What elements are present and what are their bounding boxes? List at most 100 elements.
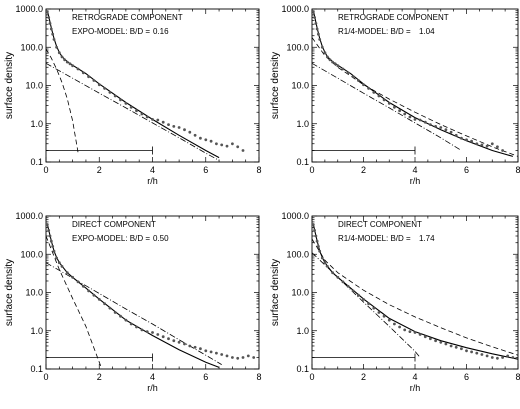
data-point: [480, 353, 484, 356]
bd-value: 1.74: [419, 234, 435, 243]
data-point: [140, 112, 144, 116]
data-point: [357, 79, 360, 82]
data-point: [172, 339, 176, 343]
x-tick-label: 6: [464, 372, 469, 382]
y-tick-label: 1.0: [296, 326, 309, 336]
data-point: [135, 325, 138, 329]
data-point: [320, 256, 324, 260]
plot-content: [46, 223, 256, 369]
data-point: [387, 318, 391, 322]
x-tick-label: 4: [412, 165, 417, 175]
data-point: [418, 333, 422, 336]
data-point: [151, 331, 154, 334]
y-tick-label: 10.0: [291, 288, 309, 298]
data-point: [81, 71, 85, 75]
data-point: [119, 98, 122, 102]
data-point: [124, 318, 128, 322]
data-point: [51, 245, 55, 248]
data-point: [470, 350, 473, 354]
y-tick-label: 1000.0: [15, 211, 43, 221]
data-point: [252, 356, 256, 359]
data-point: [97, 83, 101, 87]
data-point: [331, 60, 334, 64]
data-point: [48, 234, 52, 238]
chart-panel-2: 0 2 4 6 8 0.1 1.0 10.0 100.0 1000.0 r/h surface den…: [270, 4, 520, 186]
x-axis-label: r/h: [147, 383, 158, 393]
data-point: [377, 311, 381, 314]
data-point: [460, 347, 463, 351]
data-point: [156, 333, 160, 336]
data-point: [193, 345, 197, 349]
model-label: R1/4-MODEL: B/D =: [338, 234, 411, 243]
data-point: [336, 275, 340, 279]
data-point: [47, 16, 51, 19]
data-point: [444, 342, 448, 346]
data-point: [403, 328, 407, 332]
data-point: [444, 128, 448, 132]
data-point: [501, 356, 504, 359]
data-point: [209, 350, 213, 354]
data-point: [454, 345, 458, 349]
data-point: [81, 284, 85, 288]
y-tick-label: 0.1: [296, 364, 309, 374]
data-point: [199, 347, 202, 351]
data-point: [220, 353, 224, 356]
y-tick-label: 1.0: [296, 119, 309, 129]
data-point: [129, 105, 133, 109]
plot-content: [46, 10, 245, 161]
data-point: [103, 87, 106, 90]
y-tick-label: 10.0: [25, 288, 43, 298]
chart-panel-1: 0 2 4 6 8 0.1 1.0 10.0 100.0 1000.0 r/h surface den…: [4, 4, 262, 186]
data-point: [231, 142, 234, 146]
data-point: [183, 128, 186, 132]
data-point: [496, 145, 499, 149]
data-point: [87, 289, 90, 293]
plot-content: [312, 10, 518, 157]
x-tick-label: 0: [43, 372, 48, 382]
data-point: [177, 340, 181, 344]
fit-line-dashed: [312, 238, 518, 356]
data-point: [124, 102, 128, 105]
data-point: [336, 64, 340, 68]
data-point: [92, 293, 96, 297]
data-point: [439, 340, 443, 344]
data-point: [103, 302, 106, 306]
x-axis-label: r/h: [147, 176, 158, 186]
y-tick-label: 0.1: [296, 157, 309, 167]
data-point: [215, 142, 218, 146]
fit-line-dashdot: [312, 62, 462, 151]
data-point: [314, 234, 318, 238]
panel-title: DIRECT COMPONENT: [72, 220, 156, 229]
model-label: EXPO-MODEL: B/D =: [72, 234, 150, 243]
data-point: [199, 136, 202, 140]
data-point: [145, 115, 149, 119]
data-point: [57, 261, 61, 265]
data-point: [317, 245, 320, 248]
data-point: [220, 143, 224, 147]
data-point: [351, 289, 355, 293]
data-point: [71, 275, 74, 279]
data-point: [236, 356, 240, 360]
data-point: [408, 115, 412, 119]
data-point: [60, 265, 64, 268]
data-point: [172, 125, 176, 128]
bd-value: 0.50: [153, 234, 169, 243]
data-point: [367, 302, 370, 306]
model-label: EXPO-MODEL: B/D =: [72, 27, 150, 36]
data-point: [403, 112, 407, 116]
data-point: [429, 337, 432, 341]
data-point: [156, 118, 160, 122]
data-point: [434, 125, 437, 128]
data-point: [449, 130, 453, 134]
y-tick-label: 1.0: [30, 326, 43, 336]
data-point: [60, 55, 64, 59]
data-point: [351, 75, 355, 79]
data-point: [475, 351, 479, 355]
model-label: R1/4-MODEL: B/D =: [338, 27, 411, 36]
data-point: [246, 354, 250, 358]
data-point: [511, 356, 515, 359]
data-point: [465, 349, 468, 353]
data-point: [398, 109, 401, 113]
data-point: [382, 314, 386, 318]
